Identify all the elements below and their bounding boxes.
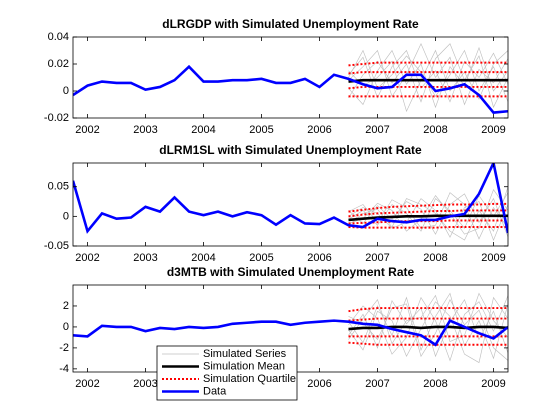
x-tick-label: 2008	[423, 124, 447, 136]
x-tick-label: 2003	[133, 378, 157, 390]
series-line	[348, 209, 508, 218]
chart-title: dLRM1SL with Simulated Unemployment Rate	[159, 143, 422, 157]
series-line	[348, 219, 508, 225]
x-tick-label: 2009	[481, 252, 505, 264]
x-tick-label: 2007	[365, 124, 389, 136]
series-line	[348, 46, 508, 109]
plot-lines	[73, 42, 508, 114]
series-line	[348, 78, 508, 83]
y-tick-label: -2	[59, 342, 69, 354]
x-tick-label: 2009	[481, 124, 505, 136]
series-line	[73, 163, 508, 234]
series-line	[73, 318, 508, 347]
legend-label: Simulation Quartile	[203, 373, 296, 385]
y-tick-label: 0.02	[48, 58, 69, 70]
y-tick-label: 0	[63, 321, 69, 333]
y-tick-label: 0	[63, 210, 69, 222]
x-tick-label: 2002	[75, 124, 99, 136]
x-tick-label: 2002	[75, 252, 99, 264]
series-line	[348, 226, 508, 229]
series-line	[348, 298, 508, 361]
x-tick-label: 2006	[307, 252, 331, 264]
plot-area	[73, 163, 508, 246]
x-tick-label: 2005	[249, 124, 273, 136]
series-line	[348, 202, 508, 213]
y-tick-label: 0.05	[48, 181, 69, 193]
plot-lines	[73, 292, 508, 364]
series-line	[348, 186, 508, 241]
x-tick-label: 2002	[75, 378, 99, 390]
y-tick-label: 0.04	[48, 31, 69, 43]
series-line	[348, 292, 508, 345]
x-tick-label: 2007	[365, 378, 389, 390]
x-tick-label: 2008	[423, 252, 447, 264]
x-tick-label: 2006	[307, 378, 331, 390]
plot-area	[73, 37, 508, 118]
y-tick-label: 0	[63, 85, 69, 97]
legend-label: Data	[203, 385, 227, 397]
x-tick-label: 2004	[191, 252, 215, 264]
series-line	[348, 61, 508, 67]
series-line	[348, 307, 508, 313]
series-line	[348, 214, 508, 222]
x-tick-label: 2004	[191, 124, 215, 136]
series-line	[348, 188, 508, 235]
legend-label: Simulation Mean	[203, 360, 285, 372]
x-tick-label: 2008	[423, 378, 447, 390]
chart-title: dLRGDP with Simulated Unemployment Rate	[162, 17, 419, 31]
y-tick-label: 2	[63, 300, 69, 312]
x-tick-label: 2007	[365, 252, 389, 264]
x-tick-label: 2009	[481, 378, 505, 390]
y-tick-label: -4	[59, 363, 69, 375]
axes-box	[72, 162, 509, 247]
series-line	[348, 341, 508, 346]
series-line	[348, 85, 508, 90]
x-tick-label: 2005	[249, 252, 273, 264]
y-tick-label: -0.02	[44, 112, 69, 124]
series-line	[348, 296, 508, 364]
x-tick-label: 2003	[133, 124, 157, 136]
series-line	[348, 49, 508, 113]
series-line	[73, 64, 508, 114]
x-tick-label: 2006	[307, 124, 331, 136]
legend-label: Simulated Series	[203, 348, 287, 360]
series-line	[348, 295, 508, 362]
series-line	[348, 317, 508, 322]
series-line	[348, 71, 508, 75]
series-line	[348, 193, 508, 238]
chart-title: d3MTB with Simulated Unemployment Rate	[167, 265, 415, 279]
axes-box	[72, 36, 509, 119]
x-tick-label: 2003	[133, 252, 157, 264]
y-tick-label: -0.05	[44, 240, 69, 252]
plot-lines	[73, 163, 508, 241]
series-line	[348, 325, 508, 331]
